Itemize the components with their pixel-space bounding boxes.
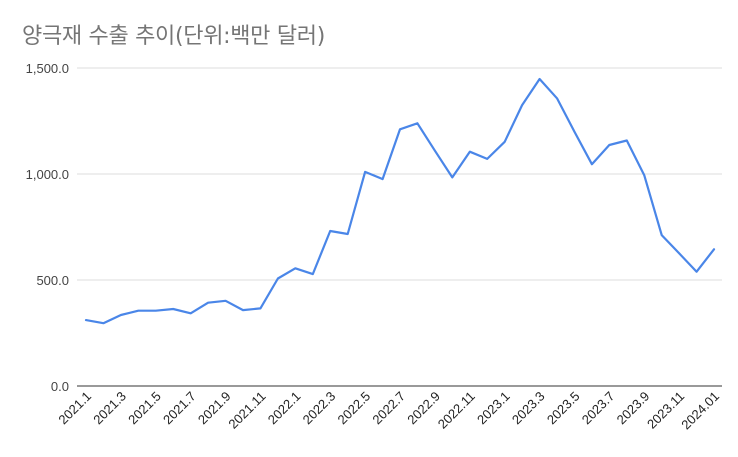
gridlines — [77, 67, 722, 281]
x-tick-label: 2022.7 — [369, 389, 408, 428]
x-tick-label: 2023.5 — [544, 389, 583, 428]
y-tick-label: 1,500.0 — [26, 61, 69, 76]
x-axis-ticks: 2021.12021.32021.52021.72021.92021.11202… — [55, 389, 722, 433]
chart-title: 양극재 수출 추이(단위:백만 달러) — [22, 24, 325, 49]
x-tick-label: 2023.7 — [579, 389, 618, 428]
y-tick-label: 500.0 — [36, 273, 69, 288]
series-line — [84, 77, 716, 325]
x-tick-label: 2022.1 — [265, 389, 304, 428]
x-tick-label: 2022.11 — [435, 389, 478, 432]
x-tick-label: 2021.11 — [225, 389, 268, 432]
x-tick-label: 2021.7 — [160, 389, 199, 428]
y-axis-ticks: 0.0 500.0 1,000.0 1,500.0 — [26, 61, 69, 394]
x-tick-label: 2021.3 — [90, 389, 129, 428]
x-tick-label: 2021.5 — [125, 389, 164, 428]
x-tick-label: 2024.01 — [678, 389, 722, 433]
x-tick-label: 2022.5 — [335, 389, 374, 428]
y-tick-label: 1,000.0 — [26, 167, 69, 182]
y-tick-label: 0.0 — [51, 379, 69, 394]
x-tick-label: 2023.1 — [474, 389, 513, 428]
x-tick-label: 2022.3 — [300, 389, 339, 428]
x-tick-label: 2021.1 — [55, 389, 94, 428]
x-tick-label: 2023.3 — [509, 389, 548, 428]
